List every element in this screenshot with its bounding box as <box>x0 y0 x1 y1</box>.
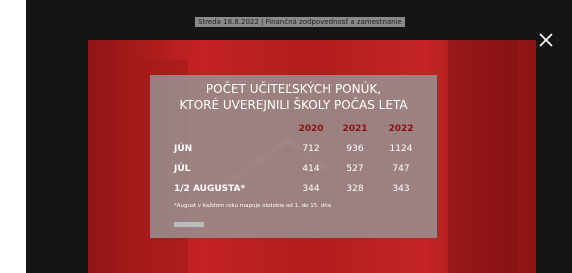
table-cell: 747 <box>381 164 421 174</box>
table-cell: 936 <box>335 144 375 154</box>
page: Streda 18.8.2022 | Finančná zodpovednosť… <box>0 0 572 273</box>
column-header: 2020 <box>291 124 331 134</box>
table-cell: 1124 <box>381 144 421 154</box>
source-logo <box>174 222 204 227</box>
table-cell: 712 <box>291 144 331 154</box>
table-cell: 328 <box>335 184 375 194</box>
table-cell: 414 <box>291 164 331 174</box>
image-caption: Streda 18.8.2022 | Finančná zodpovednosť… <box>195 17 405 27</box>
close-button[interactable] <box>538 32 554 48</box>
row-label: JÚN <box>174 144 192 154</box>
infographic-title: POČET UČITEĽSKÝCH PONÚK, <box>150 82 437 96</box>
table-cell: 344 <box>291 184 331 194</box>
footnote: *August v každom roku mapuje obdobie od … <box>174 203 331 209</box>
row-label: 1/2 AUGUSTA* <box>174 184 245 194</box>
infographic-title: KTORÉ UVEREJNILI ŠKOLY POČAS LETA <box>150 98 437 112</box>
column-header: 2022 <box>381 124 421 134</box>
table-cell: 527 <box>335 164 375 174</box>
row-label: JÚL <box>174 164 190 174</box>
column-header: 2021 <box>335 124 375 134</box>
table-cell: 343 <box>381 184 421 194</box>
